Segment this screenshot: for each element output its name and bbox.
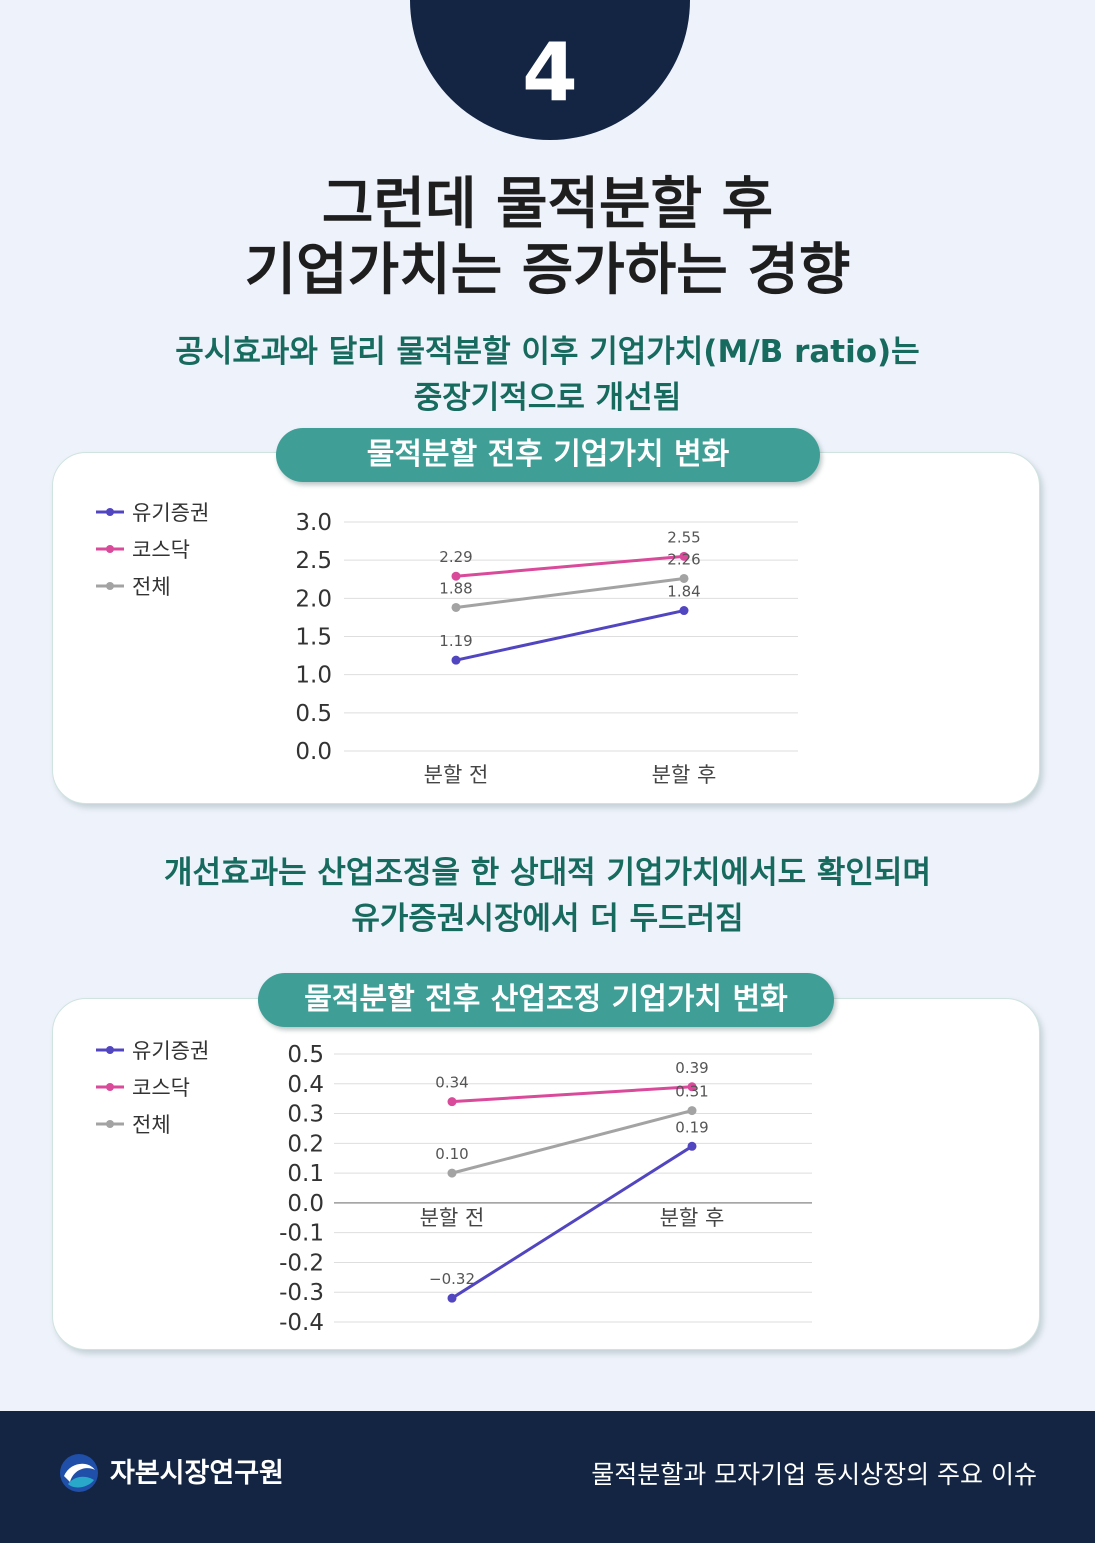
y-tick-label: 0.0 [295,739,332,765]
series-line [455,554,685,578]
data-point [447,1293,457,1303]
legend-label: 전체 [132,1113,171,1137]
legend-swatch-marker [106,508,114,516]
data-point [447,1097,457,1107]
y-tick-label: -0.1 [279,1221,324,1247]
document-title: 물적분할과 모자기업 동시상장의 주요 이슈 [591,1460,1037,1489]
org-logo-icon [60,1454,98,1492]
y-tick-label: 0.4 [287,1072,324,1098]
legend-swatch-marker [106,1046,114,1054]
legend-swatch-marker [106,582,114,590]
chart-2-title: 물적분할 전후 산업조정 기업가치 변화 [258,973,834,1027]
data-label: 0.34 [435,1074,468,1092]
series-line [455,609,685,662]
subtitle-1-line2: 중장기적으로 개선됨 [413,380,682,416]
subtitle-2-line2: 유가증권시장에서 더 두드러짐 [351,901,744,937]
data-point [679,551,689,561]
y-tick-label: 0.3 [287,1102,324,1128]
y-tick-label: 3.0 [295,510,332,536]
data-point [451,602,461,612]
y-tick-label: 1.0 [295,663,332,689]
y-tick-label: 2.5 [295,548,332,574]
x-category-label: 분할 후 [652,763,717,787]
data-point [451,655,461,665]
data-point [687,1141,697,1151]
y-tick-label: 0.2 [287,1131,324,1157]
y-tick-label: -0.3 [279,1280,324,1306]
y-tick-label: 0.5 [287,1042,324,1068]
legend-swatch-marker [106,1083,114,1091]
y-tick-label: 0.0 [287,1191,324,1217]
subtitle-2-line1: 개선효과는 산업조정을 한 상대적 기업가치에서도 확인되며 [164,855,931,891]
data-label: 0.10 [435,1145,468,1163]
data-label: 0.39 [675,1059,708,1077]
chart-1-title: 물적분할 전후 기업가치 변화 [276,428,820,482]
legend-label: 코스닥 [132,538,190,562]
data-label: 1.88 [439,579,472,597]
legend-label: 전체 [132,575,171,599]
chart-2: 0.5 0.4 0.3 0.2 0.1 0.0 -0.1 -0.2 -0.3 -0.4 분할 전 분할… [96,1039,812,1336]
data-point [687,1082,697,1092]
page-title-line2: 기업가치는 증가하는 경향 [244,238,851,303]
data-point [679,573,689,583]
data-point [687,1106,697,1116]
org-name: 자본시장연구원 [110,1458,284,1489]
y-tick-label: 1.5 [295,625,332,651]
legend-swatch-marker [106,545,114,553]
legend-swatch-marker [106,1120,114,1128]
page-title-line1: 그런데 물적분할 후 [321,172,774,237]
series-line [451,1109,693,1175]
chart-card-1 [52,452,1040,804]
data-point [451,571,461,581]
legend-label: 코스닥 [132,1076,190,1100]
data-point [679,606,689,616]
legend-label: 유기증권 [132,1039,209,1063]
section-number: 4 [522,26,578,119]
data-point [447,1168,457,1178]
y-tick-label: 0.5 [295,701,332,727]
data-label: 1.84 [667,583,700,601]
y-tick-label: -0.2 [279,1250,324,1276]
legend-label: 유기증권 [132,501,209,525]
chart-card-2 [52,998,1040,1350]
series-line [451,1145,693,1300]
series-line [455,576,685,609]
y-tick-label: 2.0 [295,586,332,612]
data-label: −0.32 [429,1270,475,1288]
subtitle-1-line1: 공시효과와 달리 물적분할 이후 기업가치(M/B ratio)는 [175,334,920,370]
data-label: 0.31 [675,1083,708,1101]
y-tick-label: 0.1 [287,1161,324,1187]
x-category-label: 분할 후 [660,1206,725,1230]
data-label: 2.26 [667,550,700,568]
data-label: 2.55 [667,528,700,546]
data-label: 2.29 [439,548,472,566]
series-line [451,1085,693,1104]
data-label: 1.19 [439,632,472,650]
data-label: 0.19 [675,1118,708,1136]
y-tick-label: -0.4 [279,1310,324,1336]
footer-bar [0,1411,1095,1543]
x-category-label: 분할 전 [420,1206,485,1230]
x-category-label: 분할 전 [424,763,489,787]
